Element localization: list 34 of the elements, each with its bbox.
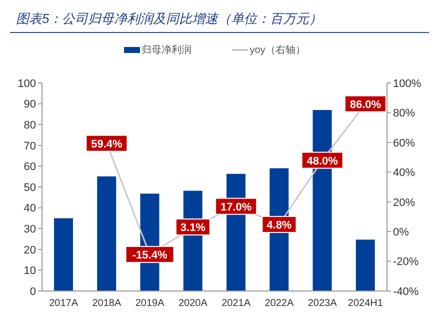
- legend-label: 归母净利润: [142, 44, 192, 57]
- y2-tick-label: 20%: [393, 196, 416, 209]
- y-tick-label: 10: [24, 265, 36, 278]
- y2-tick-label: 0%: [393, 226, 410, 238]
- chart-title: 图表5：公司归母净利润及同比增速（单位：百万元）: [15, 10, 324, 28]
- bar: [54, 218, 73, 291]
- y-tick-label: 40: [24, 202, 36, 215]
- y2-tick-label: -40%: [393, 286, 419, 298]
- y-tick-label: 50: [24, 182, 36, 194]
- bar: [356, 240, 375, 291]
- y-tick-label: 60: [24, 161, 36, 174]
- x-tick-label: 2017A: [49, 298, 78, 310]
- y2-tick-label: 40%: [393, 167, 416, 180]
- y-tick-label: 70: [24, 140, 36, 152]
- y2-tick-label: 100%: [393, 78, 422, 90]
- y-tick-label: 90: [24, 98, 36, 111]
- x-tick-label: 2024H1: [348, 298, 384, 310]
- y-tick-label: 0: [30, 286, 36, 298]
- y2-tick-label: 60%: [393, 137, 416, 150]
- x-tick-label: 2020A: [178, 298, 208, 310]
- x-tick-label: 2023A: [308, 298, 338, 310]
- x-tick-label: 2018A: [92, 298, 122, 310]
- x-tick-label: 2021A: [222, 298, 251, 310]
- y2-tick-label: 80%: [393, 108, 416, 120]
- x-tick-label: 2022A: [264, 298, 294, 310]
- data-label: -15.4%: [132, 249, 168, 262]
- legend-label: yoy（右轴）: [250, 44, 306, 57]
- y-tick-label: 20: [24, 244, 36, 256]
- bar: [97, 176, 116, 291]
- x-tick-label: 2019A: [135, 298, 165, 310]
- y-tick-label: 30: [24, 224, 36, 236]
- y2-tick-label: -20%: [393, 256, 419, 268]
- y-tick-label: 80: [24, 120, 36, 132]
- y-tick-label: 100: [18, 78, 36, 90]
